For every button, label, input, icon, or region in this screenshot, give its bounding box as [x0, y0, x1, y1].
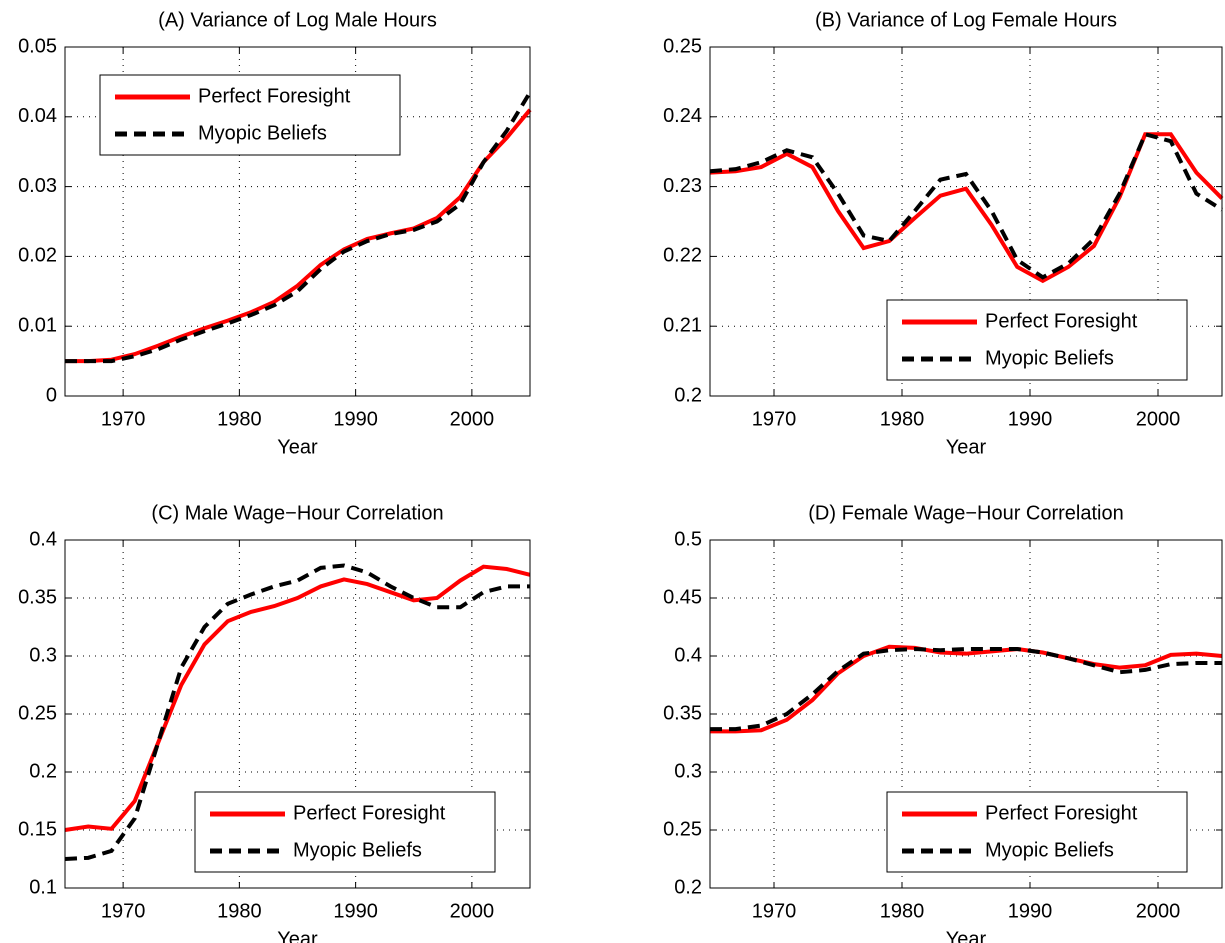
- plot-frame: [709, 539, 1223, 889]
- y-tick-label: 0.45: [663, 586, 702, 608]
- legend-box: [99, 74, 401, 156]
- panel-title: (A) Variance of Log Male Hours: [158, 9, 437, 31]
- y-tick-label: 0.02: [18, 245, 57, 267]
- x-tick-label: 1990: [1008, 408, 1053, 430]
- x-axis-label: Year: [946, 928, 987, 943]
- x-tick-label: 1970: [752, 900, 797, 922]
- x-tick-label: 1970: [752, 408, 797, 430]
- plot-frame: [709, 46, 1223, 397]
- x-tick-label: 2000: [450, 408, 495, 430]
- y-tick-label: 0.24: [663, 105, 702, 127]
- y-tick-label: 0.04: [18, 105, 57, 127]
- legend: Perfect Foresight Myopic Beliefs: [194, 791, 496, 873]
- data-line: [709, 132, 1224, 284]
- y-tick-label: 0.3: [29, 644, 57, 666]
- y-tick-label: 0.4: [674, 644, 702, 666]
- y-tick-label: 0.2: [674, 384, 702, 406]
- y-tick-label: 0.5: [674, 528, 702, 550]
- y-tick-label: 0.2: [29, 760, 57, 782]
- panel: (D) Female Wage−Hour Correlation Year 1970…: [663, 502, 1223, 943]
- panel-title: (B) Variance of Log Female Hours: [815, 9, 1117, 31]
- x-axis-label: Year: [277, 436, 318, 458]
- panel: (B) Variance of Log Female Hours Year 1970…: [663, 9, 1224, 458]
- legend-label: Perfect Foresight: [985, 802, 1138, 824]
- y-tick-label: 0.15: [18, 818, 57, 840]
- y-tick-label: 0.03: [18, 175, 57, 197]
- x-tick-label: 1990: [333, 900, 378, 922]
- x-tick-label: 1990: [333, 408, 378, 430]
- x-tick-label: 1990: [1008, 900, 1053, 922]
- x-tick-label: 1980: [217, 900, 262, 922]
- panel-title: (D) Female Wage−Hour Correlation: [808, 502, 1123, 524]
- x-axis-label: Year: [946, 436, 987, 458]
- x-tick-label: 2000: [1136, 408, 1181, 430]
- legend: Perfect Foresight Myopic Beliefs: [99, 74, 401, 156]
- plot-frame: [64, 539, 531, 889]
- legend-label: Myopic Beliefs: [293, 839, 422, 861]
- panel: (A) Variance of Log Male Hours Year 1970 19…: [18, 9, 532, 458]
- legend-label: Myopic Beliefs: [985, 347, 1114, 369]
- x-tick-label: 2000: [1136, 900, 1181, 922]
- legend: Perfect Foresight Myopic Beliefs: [886, 791, 1188, 873]
- x-tick-label: 1970: [101, 408, 146, 430]
- y-tick-label: 0.25: [18, 702, 57, 724]
- y-tick-label: 0.3: [674, 760, 702, 782]
- y-tick-label: 0.35: [18, 586, 57, 608]
- plot-frame: [64, 46, 531, 397]
- legend-box: [886, 791, 1188, 873]
- x-tick-label: 1980: [217, 408, 262, 430]
- legend-box: [194, 791, 496, 873]
- panel: (C) Male Wage−Hour Correlation Year 1970 19…: [18, 502, 531, 943]
- y-tick-label: 0.01: [18, 314, 57, 336]
- data-line: [65, 91, 532, 364]
- x-tick-label: 2000: [450, 900, 495, 922]
- data-line: [709, 131, 1224, 280]
- y-tick-label: 0.2: [674, 876, 702, 898]
- data-line: [64, 564, 531, 832]
- x-tick-label: 1980: [880, 408, 925, 430]
- legend-label: Perfect Foresight: [985, 310, 1138, 332]
- legend-label: Myopic Beliefs: [985, 839, 1114, 861]
- y-tick-label: 0.23: [663, 175, 702, 197]
- y-tick-label: 0.1: [29, 876, 57, 898]
- y-tick-label: 0.21: [663, 314, 702, 336]
- panel-title: (C) Male Wage−Hour Correlation: [151, 502, 443, 524]
- x-tick-label: 1980: [880, 900, 925, 922]
- data-line: [710, 644, 1223, 734]
- x-tick-label: 1970: [101, 900, 146, 922]
- y-tick-label: 0: [46, 384, 57, 406]
- legend-label: Myopic Beliefs: [198, 122, 327, 144]
- data-line: [65, 108, 532, 364]
- y-tick-label: 0.05: [18, 35, 57, 57]
- y-tick-label: 0.25: [663, 818, 702, 840]
- y-tick-label: 0.4: [29, 528, 57, 550]
- x-axis-label: Year: [277, 928, 318, 943]
- legend-label: Perfect Foresight: [198, 85, 351, 107]
- legend: Perfect Foresight Myopic Beliefs: [886, 299, 1188, 381]
- legend-box: [886, 299, 1188, 381]
- y-tick-label: 0.35: [663, 702, 702, 724]
- y-tick-label: 0.22: [663, 245, 702, 267]
- y-tick-label: 0.25: [663, 35, 702, 57]
- legend-label: Perfect Foresight: [293, 802, 446, 824]
